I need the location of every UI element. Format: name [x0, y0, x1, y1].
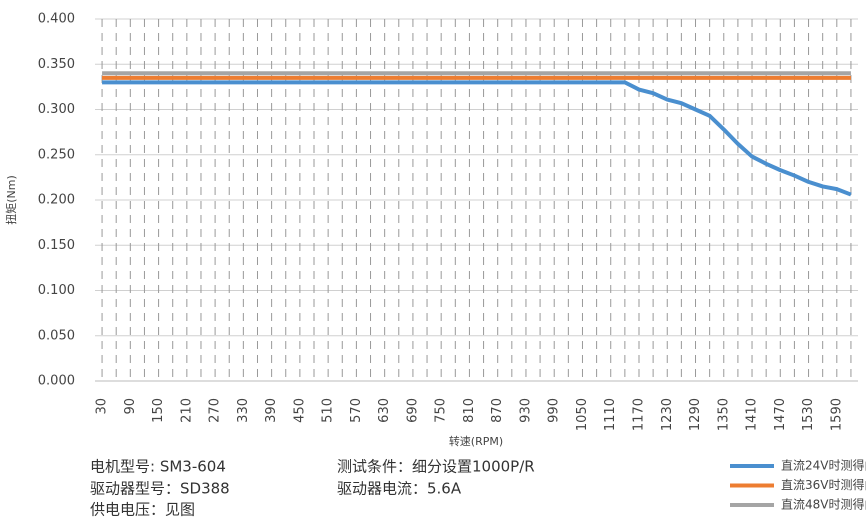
x-tick-label: 330	[236, 398, 251, 423]
x-tick-label: 570	[349, 398, 364, 423]
annotation: 测试条件：细分设置1000P/R	[337, 458, 535, 476]
y-tick-label: 0.200	[38, 193, 75, 208]
x-axis-title: 转速(RPM)	[449, 434, 503, 448]
x-tick-label: 1050	[575, 398, 590, 431]
x-tick-label: 390	[264, 398, 279, 423]
legend-label: 直流36V时测得曲线	[781, 477, 866, 492]
x-tick-label: 210	[179, 398, 194, 423]
y-tick-label: 0.100	[38, 283, 75, 298]
x-tick-label: 810	[462, 398, 477, 423]
x-tick-label: 30	[95, 398, 110, 415]
x-tick-label: 1230	[660, 398, 675, 431]
legend-label: 直流24V时测得曲线	[781, 458, 866, 473]
y-tick-label: 0.150	[38, 238, 75, 253]
x-tick-label: 870	[490, 398, 505, 423]
x-tick-label: 1290	[688, 398, 703, 431]
x-tick-label: 690	[405, 398, 420, 423]
y-tick-label: 0.250	[38, 147, 75, 162]
x-tick-label: 930	[518, 398, 533, 423]
x-tick-label: 1170	[631, 398, 646, 431]
x-tick-label: 1590	[829, 398, 844, 431]
y-tick-label: 0.300	[38, 102, 75, 117]
x-tick-label: 90	[123, 398, 138, 415]
x-tick-label: 1470	[773, 398, 788, 431]
y-tick-label: 0.050	[38, 328, 75, 343]
series-line	[102, 80, 852, 197]
annotation: 电机型号: SM3-604	[90, 458, 226, 476]
x-tick-label: 510	[321, 398, 336, 423]
y-axis-title: 扭矩(Nm)	[4, 175, 18, 225]
annotation: 驱动器型号：SD388	[90, 480, 230, 498]
x-tick-label: 150	[151, 398, 166, 423]
y-tick-label: 0.400	[38, 12, 75, 27]
annotation: 供电电压：见图	[90, 501, 195, 519]
x-tick-label: 450	[292, 398, 307, 423]
y-tick-label: 0.350	[38, 57, 75, 72]
x-tick-label: 1410	[745, 398, 760, 431]
x-tick-label: 990	[547, 398, 562, 423]
annotation: 驱动器电流：5.6A	[337, 480, 462, 498]
legend-label: 直流48V时测得曲线	[781, 497, 866, 512]
x-tick-label: 270	[208, 398, 223, 423]
x-tick-label: 1350	[716, 398, 731, 431]
x-tick-label: 750	[434, 398, 449, 423]
x-tick-label: 1110	[603, 398, 618, 431]
x-tick-label: 630	[377, 398, 392, 423]
x-tick-label: 1530	[801, 398, 816, 431]
y-tick-label: 0.000	[38, 374, 75, 389]
